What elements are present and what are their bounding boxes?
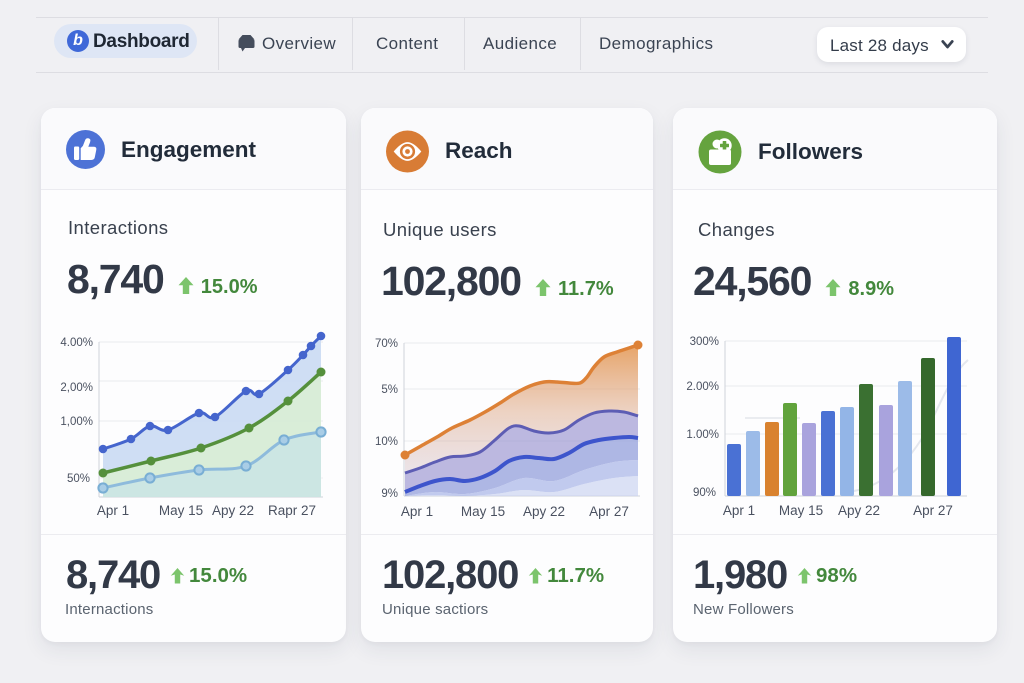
svg-text:Apy 22: Apy 22 (212, 503, 254, 518)
svg-text:Apr 1: Apr 1 (723, 503, 755, 518)
svg-text:Rapr 27: Rapr 27 (268, 503, 316, 518)
svg-text:70%: 70% (375, 338, 398, 350)
svg-text:Apy 22: Apy 22 (838, 503, 880, 518)
svg-text:50%: 50% (67, 473, 90, 485)
svg-text:2,00%: 2,00% (60, 382, 93, 394)
svg-text:300%: 300% (690, 336, 719, 348)
svg-text:Apr 27: Apr 27 (913, 503, 953, 518)
svg-text:May 15: May 15 (779, 503, 823, 518)
svg-text:Apr 1: Apr 1 (401, 504, 433, 519)
svg-text:10%: 10% (375, 436, 398, 448)
svg-text:Apr 27: Apr 27 (589, 504, 629, 519)
svg-text:1,00%: 1,00% (60, 416, 93, 428)
svg-text:90%: 90% (693, 487, 716, 499)
svg-text:Apr 1: Apr 1 (97, 503, 129, 518)
svg-text:May 15: May 15 (461, 504, 505, 519)
svg-text:4.00%: 4.00% (60, 337, 93, 349)
svg-text:Apy 22: Apy 22 (523, 504, 565, 519)
svg-text:5%: 5% (381, 384, 398, 396)
svg-text:1.00%: 1.00% (686, 429, 719, 441)
svg-text:9%: 9% (381, 488, 398, 500)
svg-text:May 15: May 15 (159, 503, 203, 518)
svg-text:2.00%: 2.00% (686, 381, 719, 393)
